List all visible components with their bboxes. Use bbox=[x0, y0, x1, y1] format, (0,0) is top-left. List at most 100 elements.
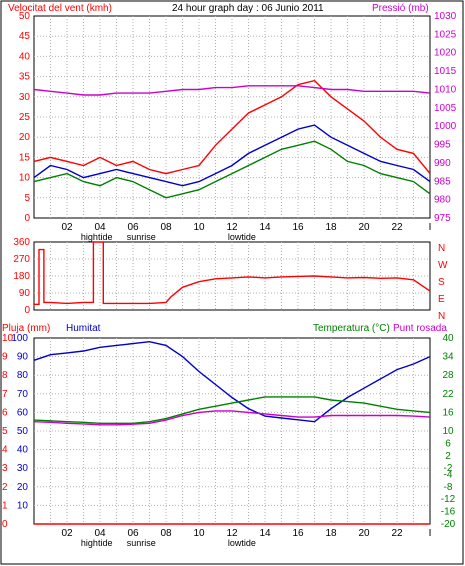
series-line bbox=[33, 396, 431, 424]
temperatura-tick-label: 28 bbox=[442, 370, 454, 381]
pressure-tick-label: 980 bbox=[434, 195, 451, 206]
x-tick-label: 06 bbox=[127, 222, 139, 233]
x-tick-label: 04 bbox=[94, 528, 106, 539]
temperatura-tick-label: 22 bbox=[442, 389, 454, 400]
compass-label: W bbox=[438, 260, 448, 271]
series-line bbox=[34, 241, 431, 305]
wind-tick-label: 45 bbox=[19, 31, 31, 42]
wind-tick-label: 40 bbox=[19, 51, 31, 62]
humitat-axis-title: Humitat bbox=[66, 323, 101, 334]
compass-label: E bbox=[438, 294, 445, 305]
pluja-axis-title: Pluja (mm) bbox=[2, 323, 50, 334]
wind-tick-label: 20 bbox=[19, 132, 31, 143]
x-annotation: sunrise bbox=[127, 538, 156, 548]
x-annotation: lowtide bbox=[228, 538, 256, 548]
temperatura-tick-label: -2 bbox=[444, 463, 453, 474]
series-line bbox=[33, 124, 431, 187]
series-line bbox=[33, 85, 431, 96]
x-tick-label: 20 bbox=[358, 528, 370, 539]
chart-title: 24 hour graph day : 06 Junio 2011 bbox=[172, 3, 324, 14]
humitat-tick-label: 10 bbox=[17, 500, 29, 511]
x-tick-label: 04 bbox=[94, 222, 106, 233]
temperatura-tick-label: -20 bbox=[441, 519, 456, 530]
x-annotation: hightide bbox=[81, 232, 113, 242]
pressure-tick-label: 1020 bbox=[434, 48, 457, 59]
humitat-tick-label: 100 bbox=[11, 333, 28, 344]
humitat-tick-label: 80 bbox=[17, 370, 29, 381]
punt-rosada-axis-title: Punt rosada bbox=[393, 323, 447, 334]
temperatura-axis-title: Temperatura (°C) bbox=[313, 323, 390, 334]
pluja-tick-label: 3 bbox=[2, 463, 8, 474]
temperatura-tick-label: -12 bbox=[441, 494, 456, 505]
pressure-tick-label: 1030 bbox=[434, 11, 457, 22]
x-tick-label: 02 bbox=[61, 528, 73, 539]
wind-tick-label: 30 bbox=[19, 92, 31, 103]
humitat-tick-label: 50 bbox=[17, 426, 29, 437]
series-line bbox=[33, 340, 431, 423]
x-tick-label: 10 bbox=[193, 528, 205, 539]
pressure-tick-label: 995 bbox=[434, 140, 451, 151]
direction-tick-label: 0 bbox=[24, 305, 30, 316]
x-tick-label: 10 bbox=[193, 222, 205, 233]
pressure-tick-label: 975 bbox=[434, 213, 451, 224]
pluja-tick-label: 1 bbox=[2, 500, 8, 511]
pluja-tick-label: 5 bbox=[2, 426, 8, 437]
direction-tick-label: 180 bbox=[13, 271, 30, 282]
humitat-tick-label: 40 bbox=[17, 445, 29, 456]
humitat-tick-label: 90 bbox=[17, 352, 29, 363]
x-annotation: lowtide bbox=[228, 232, 256, 242]
direction-tick-label: 360 bbox=[13, 237, 30, 248]
temperatura-tick-label: -4 bbox=[444, 469, 453, 480]
pluja-tick-label: 9 bbox=[2, 352, 8, 363]
series-line bbox=[33, 79, 431, 175]
x-tick-label: 08 bbox=[160, 528, 172, 539]
wind-tick-label: 50 bbox=[19, 11, 31, 22]
compass-label: N bbox=[438, 311, 445, 322]
x-tick-label: 16 bbox=[292, 222, 304, 233]
pluja-tick-label: 8 bbox=[2, 370, 8, 381]
humitat-tick-label: 20 bbox=[17, 482, 29, 493]
temperatura-tick-label: 6 bbox=[445, 438, 451, 449]
x-tick-label: 12 bbox=[226, 222, 238, 233]
temperatura-tick-label: 16 bbox=[442, 407, 454, 418]
x-annotation: sunrise bbox=[127, 232, 156, 242]
x-tick-label: 16 bbox=[292, 528, 304, 539]
x-tick-label: I bbox=[429, 528, 432, 539]
x-tick-label: 08 bbox=[160, 222, 172, 233]
wind-tick-label: 15 bbox=[19, 152, 31, 163]
humitat-tick-label: 30 bbox=[17, 463, 29, 474]
x-tick-label: 22 bbox=[391, 528, 403, 539]
humidity-temperature-panel: 012345678910102030405060708090100-20-16-… bbox=[2, 333, 456, 548]
temperatura-tick-label: -8 bbox=[444, 482, 453, 493]
pluja-tick-label: 4 bbox=[2, 445, 8, 456]
temperatura-tick-label: 34 bbox=[442, 352, 454, 363]
wind-tick-label: 5 bbox=[24, 193, 30, 204]
pressure-tick-label: 1005 bbox=[434, 103, 457, 114]
wind-tick-label: 0 bbox=[24, 213, 30, 224]
x-tick-label: 14 bbox=[259, 222, 271, 233]
wind-axis-title: Velocitat del vent (kmh) bbox=[8, 3, 112, 14]
pressure-tick-label: 1015 bbox=[434, 66, 457, 77]
pressure-tick-label: 990 bbox=[434, 158, 451, 169]
direction-tick-label: 270 bbox=[13, 254, 30, 265]
pressure-tick-label: 1025 bbox=[434, 29, 457, 40]
series-line bbox=[33, 140, 431, 199]
x-tick-label: 18 bbox=[325, 222, 337, 233]
x-tick-label: 02 bbox=[61, 222, 73, 233]
x-tick-label: 06 bbox=[127, 528, 139, 539]
pressure-axis-title: Pressió (mb) bbox=[372, 3, 429, 14]
humitat-tick-label: 60 bbox=[17, 407, 29, 418]
temperatura-tick-label: 40 bbox=[442, 333, 454, 344]
temperatura-tick-label: 10 bbox=[442, 426, 454, 437]
temperatura-tick-label: -16 bbox=[441, 507, 456, 518]
pluja-tick-label: 0 bbox=[2, 519, 8, 530]
x-tick-label: 20 bbox=[358, 222, 370, 233]
x-tick-label: 22 bbox=[391, 222, 403, 233]
pressure-tick-label: 1000 bbox=[434, 121, 457, 132]
wind-tick-label: 10 bbox=[19, 173, 31, 184]
x-tick-label: 18 bbox=[325, 528, 337, 539]
compass-label: N bbox=[438, 243, 445, 254]
x-tick-label: 14 bbox=[259, 528, 271, 539]
